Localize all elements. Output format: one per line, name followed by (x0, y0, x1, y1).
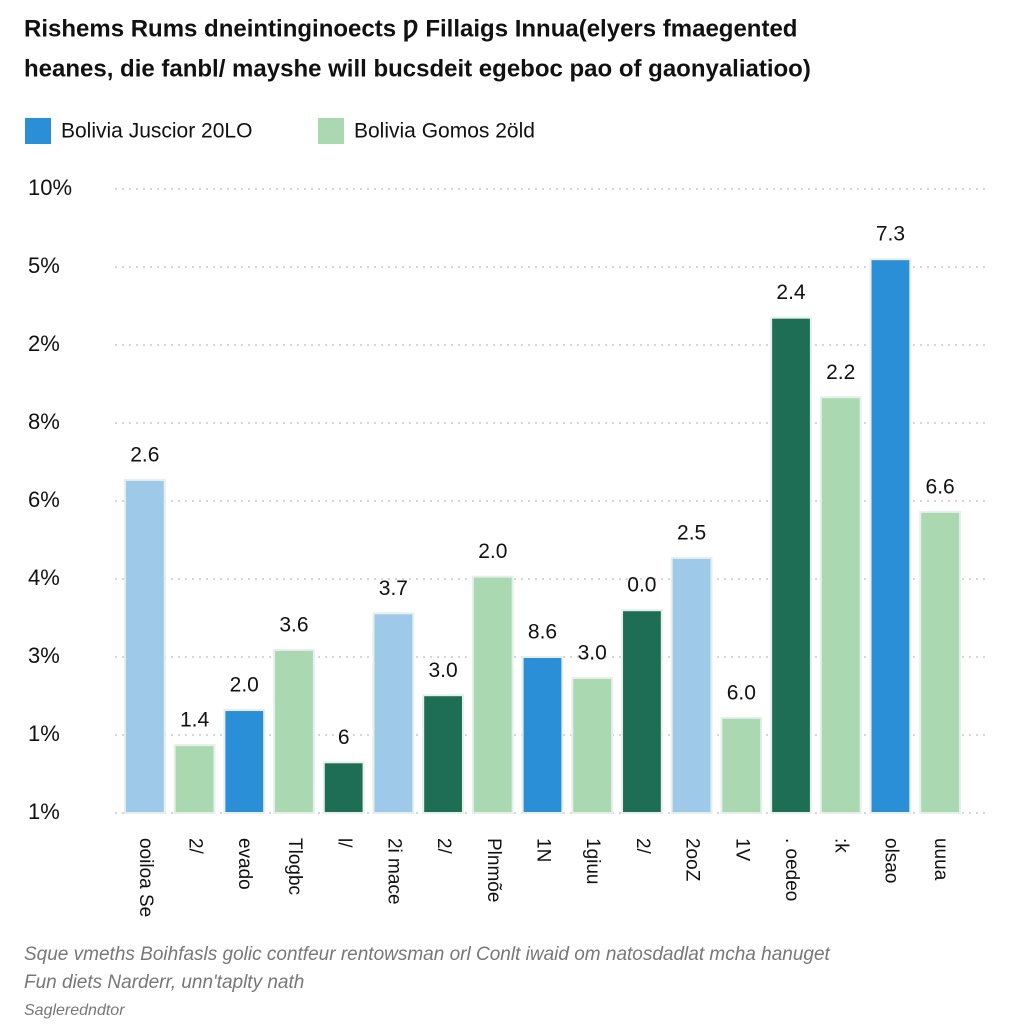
y-tick-label: 4% (28, 565, 60, 590)
value-label: 2.2 (826, 361, 855, 384)
bar (173, 744, 216, 815)
y-tick-label: 1% (28, 721, 60, 746)
bar (273, 648, 315, 814)
y-tick-label: 6% (28, 487, 60, 512)
bar (869, 258, 912, 814)
bar (123, 478, 166, 814)
value-label: 6 (338, 726, 350, 749)
value-label: 3.0 (428, 659, 457, 682)
bar (521, 656, 564, 814)
x-tick-label: 1V (731, 838, 752, 862)
bar (819, 396, 862, 814)
value-label: 2.5 (677, 521, 706, 544)
x-tick-label: Plnmõe (483, 838, 504, 902)
x-tick-label: 2ooZ (682, 838, 703, 882)
bar (670, 556, 713, 814)
x-tick-label: 2/ (185, 838, 206, 855)
y-tick-label: 2% (28, 331, 60, 356)
legend-swatch (25, 118, 51, 144)
x-tick-label: 2i mace (383, 838, 404, 905)
legend-swatch (318, 118, 344, 144)
footnote: Fun diets Narderr, unn'taplty nath (24, 972, 304, 993)
bar (571, 677, 614, 814)
value-label: 1.4 (180, 709, 210, 732)
value-label: 6.6 (926, 475, 955, 498)
bar (322, 761, 365, 814)
x-tick-label: olsao (880, 838, 901, 883)
x-tick-label: 2/ (433, 838, 454, 855)
x-tick-label: ooiloa Se (135, 838, 156, 917)
value-label: 2.0 (478, 540, 507, 563)
x-tick-label: 1N (532, 838, 553, 862)
chart-title: Rishems Rums dneintinginoects Ƿ Fillaigs… (24, 15, 797, 42)
value-label: 2.4 (776, 281, 806, 304)
x-tick-label: :k (831, 838, 852, 853)
x-tick-label: 1giuu (582, 838, 603, 885)
bar (720, 716, 763, 815)
x-tick-label: . oedeo (781, 838, 802, 901)
value-label: 3.6 (279, 614, 308, 637)
value-label: 3.7 (379, 577, 408, 600)
value-label: 8.6 (528, 621, 557, 644)
y-tick-label: 5% (28, 253, 60, 278)
value-label: 6.0 (727, 681, 756, 704)
footnote: Sagleredndtor (24, 1002, 125, 1019)
bar (372, 612, 415, 814)
x-tick-label: evado (234, 838, 255, 890)
value-label: 2.0 (230, 674, 259, 697)
x-tick-label: Tlogbc (284, 838, 305, 895)
bar (770, 316, 812, 814)
y-tick-label: 3% (28, 643, 60, 668)
x-tick-label: l/ (334, 838, 355, 848)
y-tick-label: 8% (28, 409, 60, 434)
bar (621, 609, 663, 815)
legend-label: Bolivia Gomos 2öld (354, 120, 535, 143)
x-tick-label: 2/ (632, 838, 653, 855)
x-tick-label: uuua (930, 838, 951, 881)
y-tick-label: 10% (28, 175, 72, 200)
value-label: 7.3 (876, 223, 905, 246)
chart-title: heanes, die fanbl/ mayshe will bucsdeit … (24, 55, 811, 82)
value-label: 3.0 (578, 642, 607, 665)
value-label: 0.0 (627, 574, 656, 597)
footnote: Sque vmeths Boihfasls golic contfeur ren… (24, 944, 831, 965)
legend-label: Bolivia Juscior 20LO (61, 120, 252, 143)
y-tick-label: 1% (28, 799, 60, 824)
bar (919, 510, 962, 814)
value-label: 2.6 (130, 443, 159, 466)
bar (422, 694, 464, 814)
bar (471, 575, 514, 814)
bar (223, 709, 266, 814)
